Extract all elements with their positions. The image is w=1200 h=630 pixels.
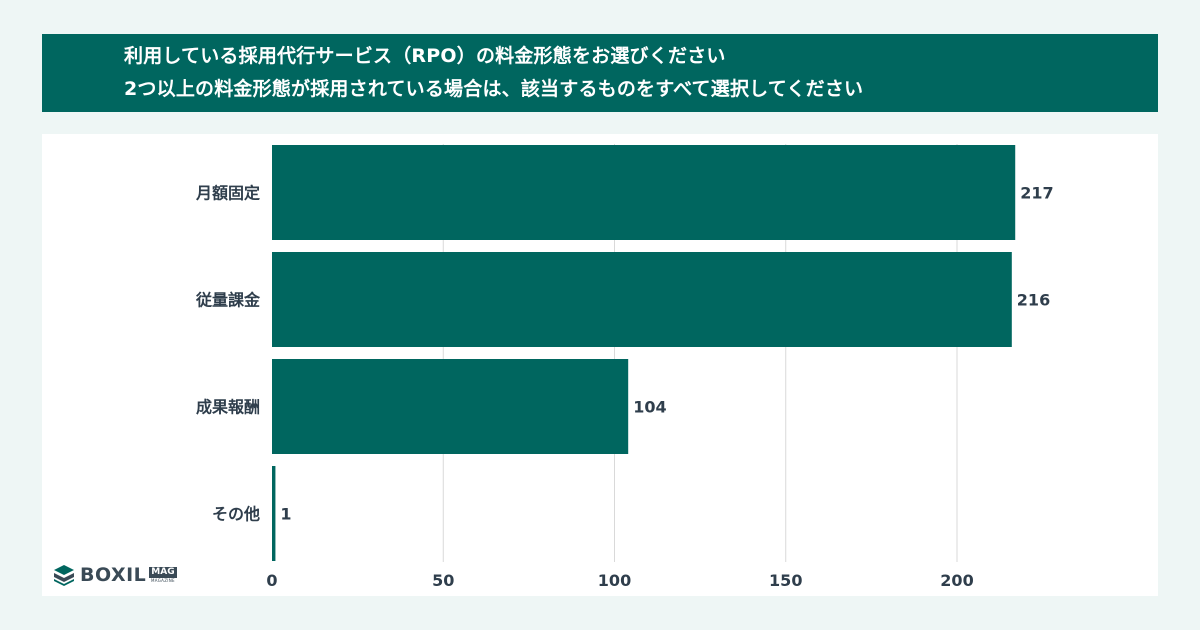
bar-3 — [272, 359, 629, 454]
category-label-1: 月額固定 — [195, 184, 260, 203]
data-label-1: 217 — [1020, 184, 1053, 203]
bar-4 — [272, 466, 276, 561]
bar-2 — [272, 252, 1012, 347]
chart-title-line-1: 利用している採用代行サービス（RPO）の料金形態をお選びください — [124, 45, 726, 67]
x-tick-label-50: 50 — [432, 571, 454, 590]
x-tick-label-0: 0 — [266, 571, 277, 590]
category-label-4: その他 — [212, 505, 260, 524]
title-banner: 利用している採用代行サービス（RPO）の料金形態をお選びください 2つ以上の料金… — [42, 34, 1158, 112]
boxil-mag-logo: BOXIL MAG MAGAZINE — [52, 562, 177, 588]
category-label-3: 成果報酬 — [196, 398, 260, 417]
chart-panel: 月額固定 217 従量課金 216 成果報酬 104 その他 1 0 50 100 150 200 — [42, 134, 1158, 596]
logo-mag-badge: MAG MAGAZINE — [149, 567, 177, 583]
boxil-logo-icon — [54, 565, 74, 586]
data-label-4: 1 — [280, 505, 291, 524]
x-tick-label-200: 200 — [940, 571, 973, 590]
category-label-2: 従量課金 — [195, 291, 261, 310]
x-tick-label-150: 150 — [769, 571, 802, 590]
logo-mag-label: MAG — [149, 567, 177, 578]
chart-title-line-2: 2つ以上の料金形態が採用されている場合は、該当するものをすべて選択してください — [124, 78, 864, 100]
data-label-3: 104 — [633, 398, 666, 417]
logo-text: BOXIL — [80, 564, 147, 586]
x-tick-label-100: 100 — [598, 571, 631, 590]
bar-1 — [272, 145, 1016, 240]
logo-mag-sub: MAGAZINE — [151, 578, 175, 583]
bar-chart: 月額固定 217 従量課金 216 成果報酬 104 その他 1 0 50 100 150 200 — [195, 144, 1054, 590]
data-label-2: 216 — [1017, 291, 1050, 310]
